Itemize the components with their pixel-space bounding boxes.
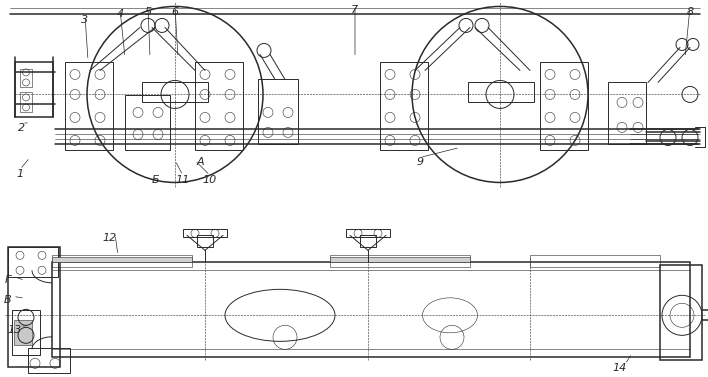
Bar	[20, 92, 32, 112]
Bar	[8, 247, 60, 367]
Bar	[258, 80, 298, 144]
Text: 9: 9	[416, 158, 423, 167]
Bar	[330, 257, 470, 262]
Text: 14: 14	[613, 363, 627, 373]
Bar	[14, 320, 32, 345]
Bar	[52, 262, 690, 357]
Text: 6: 6	[171, 8, 178, 17]
Text: 8: 8	[687, 8, 694, 17]
Text: Г: Г	[5, 275, 11, 285]
Bar	[8, 247, 58, 277]
Bar	[28, 348, 70, 373]
Bar	[346, 229, 390, 238]
Bar	[125, 95, 170, 150]
Text: 2: 2	[18, 123, 25, 133]
Bar	[197, 235, 213, 247]
Bar	[608, 83, 646, 144]
Bar	[468, 83, 534, 103]
Bar	[52, 255, 192, 267]
Text: 5: 5	[144, 8, 152, 17]
Text: 7: 7	[351, 5, 358, 15]
Text: 4: 4	[116, 9, 124, 20]
Text: 10: 10	[203, 175, 217, 185]
Bar	[142, 83, 208, 103]
Bar	[195, 63, 243, 150]
Text: А: А	[196, 158, 204, 167]
Text: В: В	[4, 295, 12, 305]
Bar	[52, 257, 192, 262]
Bar	[380, 63, 428, 150]
Bar	[360, 235, 376, 247]
Bar	[12, 310, 40, 356]
Text: 12: 12	[103, 233, 117, 243]
Text: 13: 13	[8, 325, 22, 335]
Text: 11: 11	[176, 175, 190, 185]
Text: 3: 3	[81, 15, 88, 25]
Bar	[660, 265, 702, 360]
Bar	[540, 63, 588, 150]
Bar	[183, 229, 227, 238]
Text: Б: Б	[152, 175, 159, 185]
Bar	[15, 63, 53, 118]
Bar	[330, 255, 470, 267]
Bar	[530, 255, 660, 267]
Bar	[20, 69, 32, 87]
Bar	[65, 63, 113, 150]
Text: 1: 1	[16, 169, 23, 179]
